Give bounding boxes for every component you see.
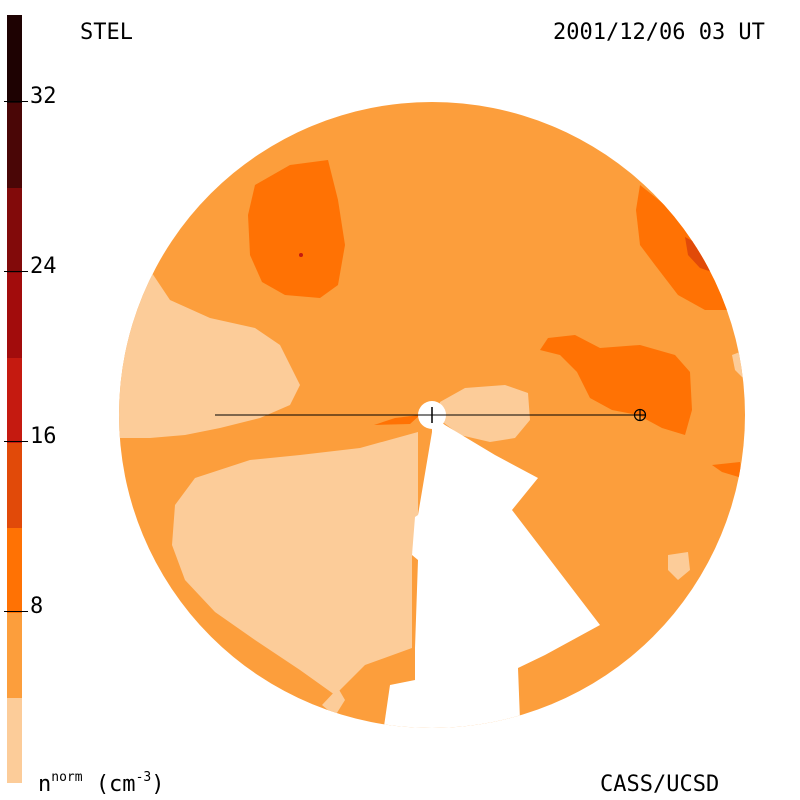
colorbar-tick-32 [4,101,28,102]
unsampled-region [382,415,600,728]
colorbar-segment-5 [7,358,22,443]
unit-superscript: -3 [135,770,152,785]
colorbar-segment-7 [7,188,22,273]
colorbar-tick-label-16: 16 [30,424,57,449]
earth-icon [633,408,647,422]
unit-close: ) [151,772,165,797]
low-density-region-east-small [668,552,690,580]
low-density-region-west [119,255,300,438]
peak-density-dot [299,253,303,257]
quantity-superscript: norm [51,770,83,785]
colorbar-unit-label: nnorm (cm-3) [38,770,165,799]
peak-density-region [685,237,712,272]
colorbar-segment-4 [7,443,22,528]
colorbar-segment-6 [7,273,22,358]
high-density-region-center-streak [374,415,420,425]
colorbar-segment-1 [7,698,22,783]
colorbar-segment-8 [7,103,22,188]
colorbar-tick-24 [4,271,28,272]
colorbar-segment-3 [7,528,22,613]
datetime-label: 2001/12/06 03 UT [553,20,765,45]
colorbar-segment-9 [7,15,22,103]
instrument-label: STEL [80,20,133,45]
colorbar-tick-label-32: 32 [30,84,57,109]
colorbar-tick-label-8: 8 [30,594,44,619]
high-density-region-northwest [248,160,345,298]
high-density-region-east [540,335,692,435]
colorbar-segment-2 [7,613,22,698]
high-density-region-northeast [636,185,730,310]
low-density-region-center-east [440,385,530,442]
colorbar-tick-16 [4,441,28,442]
credit-label: CASS/UCSD [600,772,720,797]
low-density-region-southwest [172,432,418,695]
low-density-region-south-tip [322,688,345,716]
quantity-symbol: n [38,772,52,797]
color-bar [7,15,22,783]
unit-open: (cm [95,772,136,797]
colorbar-tick-8 [4,611,28,612]
colorbar-tick-label-24: 24 [30,254,57,279]
high-density-region-east-edge [712,462,742,478]
